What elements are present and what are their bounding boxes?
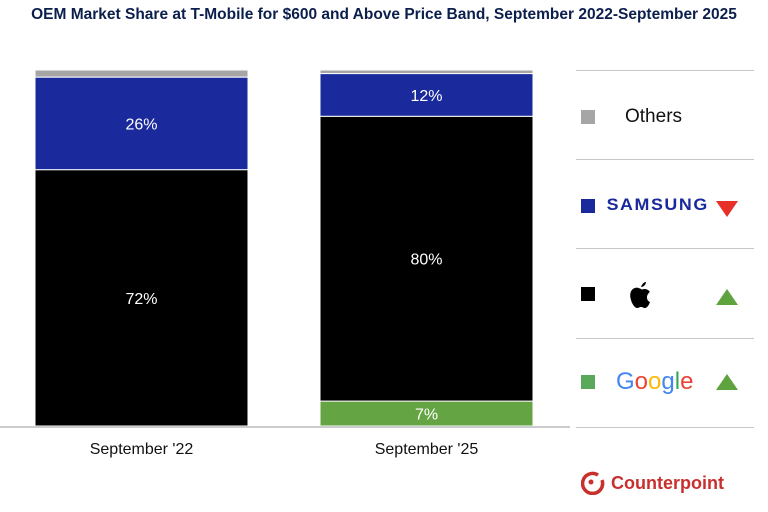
bar-segment-others <box>34 69 249 78</box>
bar-segment-google <box>319 400 534 427</box>
x-tick-label: September '22 <box>90 441 194 458</box>
legend-swatch-samsung <box>581 199 595 213</box>
data-label: 26% <box>125 116 157 133</box>
data-label: 12% <box>410 88 442 105</box>
bar-segment-samsung <box>34 76 249 171</box>
legend-swatch-others <box>581 110 595 124</box>
data-label: 72% <box>125 291 157 308</box>
legend-divider <box>576 248 754 249</box>
bar-segment-others <box>319 69 534 75</box>
legend-divider <box>576 70 754 71</box>
legend-swatch-google <box>581 375 595 389</box>
bar-segment-apple <box>34 169 249 427</box>
data-label: 80% <box>410 252 442 269</box>
x-tick-label: September '25 <box>375 441 479 458</box>
google-logo: Google <box>616 368 694 395</box>
legend-divider <box>576 338 754 339</box>
legend-divider <box>576 159 754 160</box>
legend-divider <box>576 427 754 428</box>
data-label: 7% <box>415 407 438 424</box>
counterpoint-icon <box>581 471 605 495</box>
trend-down-icon <box>716 201 738 217</box>
chart-title: OEM Market Share at T-Mobile for $600 an… <box>31 6 737 23</box>
bar-segment-apple <box>319 115 534 402</box>
stacked-bar-chart: 72% 26% September '22 7% 80% 12% September '25 <box>0 69 570 458</box>
legend-label-others: Others <box>625 106 683 127</box>
brand-name: Counterpoint <box>611 472 724 493</box>
samsung-logo: SAMSUNG <box>606 195 709 214</box>
legend-swatch-apple <box>581 287 595 301</box>
counterpoint-logo: Counterpoint <box>581 471 724 495</box>
trend-up-icon <box>716 289 738 305</box>
apple-logo-icon <box>626 278 656 317</box>
trend-up-icon <box>716 374 738 390</box>
